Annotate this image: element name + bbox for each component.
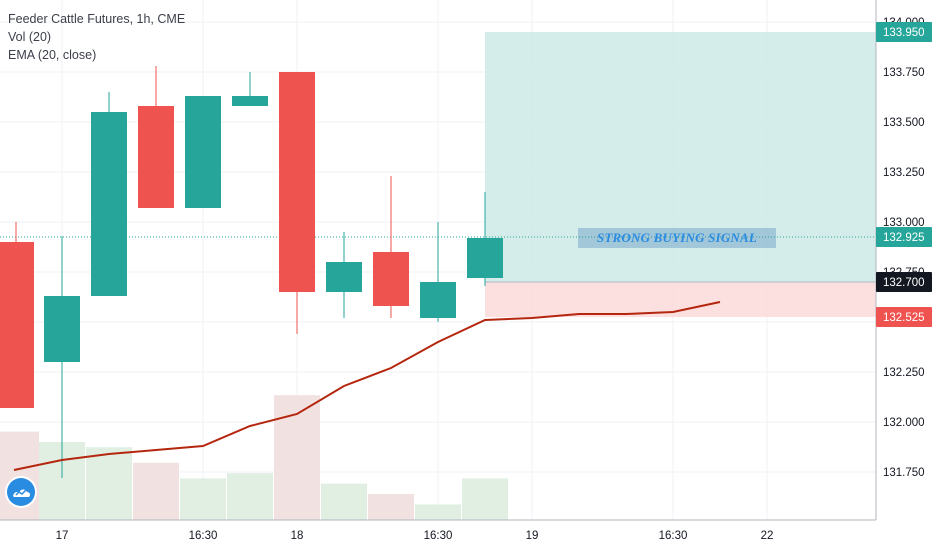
volume-bar (133, 462, 179, 520)
volume-bar (0, 431, 39, 520)
volume-bar (368, 494, 414, 520)
price-tick-label: 131.750 (883, 467, 925, 479)
candle-body (138, 106, 174, 208)
profit-zone (485, 32, 876, 282)
time-tick-label: 17 (56, 530, 69, 542)
volume-bars (0, 395, 508, 520)
tradingview-logo-icon[interactable] (7, 478, 35, 506)
price-tag (876, 227, 932, 247)
time-axis-bg (0, 520, 932, 550)
price-tag-label: 133.950 (883, 27, 925, 39)
candlestick-series (0, 66, 503, 478)
price-tag (876, 307, 932, 327)
candle-body (279, 72, 315, 292)
price-tick-label: 133.250 (883, 167, 925, 179)
candle-body (44, 296, 80, 362)
price-tick-label: 132.000 (883, 417, 925, 429)
price-tag-label: 132.525 (883, 312, 925, 324)
volume-bar (227, 473, 273, 520)
candle-body (326, 262, 362, 292)
ema-polyline (13, 301, 721, 471)
ema-indicator-label[interactable]: EMA (20, close) (8, 48, 97, 62)
candle-body (232, 96, 268, 106)
price-tick-label: 132.250 (883, 367, 925, 379)
volume-bar (180, 478, 226, 520)
candle-body (467, 238, 503, 278)
volume-bar (415, 504, 461, 520)
strong-buying-signal-label[interactable]: STRONG BUYING SIGNAL (578, 228, 776, 248)
price-tags: 133.950 132.925 132.700 132.525 (876, 22, 932, 327)
symbol-title[interactable]: Feeder Cattle Futures, 1h, CME (8, 12, 186, 26)
time-tick-label: 18 (291, 530, 304, 542)
candle-body (91, 112, 127, 296)
volume-bar (274, 395, 320, 520)
time-tick-label: 16:30 (424, 530, 453, 542)
time-tick-label: 16:30 (659, 530, 688, 542)
ema-line (13, 301, 721, 471)
chart-legend: Feeder Cattle Futures, 1h, CME Vol (20) … (8, 10, 185, 64)
price-tag (876, 22, 932, 42)
price-tick-label: 133.750 (883, 67, 925, 79)
candle-body (0, 242, 34, 408)
price-tick-label: 133.500 (883, 117, 925, 129)
stop-zone (485, 282, 876, 317)
price-tag (876, 272, 932, 292)
volume-bar (86, 447, 132, 520)
price-tag-label: 132.700 (883, 277, 925, 289)
volume-bar (462, 478, 508, 520)
candle-body (373, 252, 409, 306)
time-tick-label: 22 (761, 530, 774, 542)
volume-indicator-label[interactable]: Vol (20) (8, 30, 52, 44)
volume-bar (321, 483, 367, 520)
price-tick-label: 133.000 (883, 217, 925, 229)
candle-body (185, 96, 221, 208)
time-tick-label: 16:30 (189, 530, 218, 542)
price-tag-label: 132.925 (883, 232, 925, 244)
candle-body (420, 282, 456, 318)
time-tick-label: 19 (526, 530, 539, 542)
time-axis[interactable]: 17 16:30 18 16:30 19 16:30 22 (0, 519, 932, 550)
